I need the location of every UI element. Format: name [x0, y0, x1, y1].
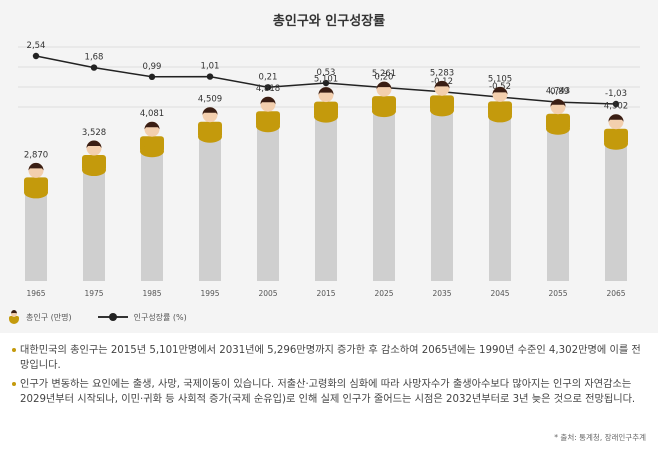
- line-marker-icon: [97, 313, 128, 321]
- population-bar: [141, 142, 163, 281]
- population-hair-marker: [318, 87, 334, 95]
- population-body-marker-base: [198, 130, 222, 143]
- growth-rate-label: -0,89: [547, 87, 569, 97]
- growth-rate-point: [612, 100, 620, 108]
- population-bar: [489, 107, 511, 282]
- x-tick-label: 1985: [142, 289, 161, 298]
- population-label: 3,528: [82, 128, 106, 138]
- growth-rate-label: 0,20: [375, 72, 394, 82]
- population-bar: [25, 183, 47, 281]
- growth-rate-label: -1,03: [605, 89, 627, 99]
- x-tick-label: 2045: [490, 289, 509, 298]
- growth-rate-label: 0,21: [259, 72, 278, 82]
- population-bar: [431, 101, 453, 282]
- legend-growth-rate-label: 인구성장률 (%): [133, 312, 187, 322]
- x-tick-label: 2005: [258, 289, 277, 298]
- population-body-marker-base: [82, 164, 106, 177]
- population-label: 4,509: [198, 95, 222, 105]
- note-population-change-factors: 인구가 변동하는 요인에는 출생, 사망, 국제이동이 있습니다. 저출산·고령…: [12, 377, 648, 407]
- x-tick-label: 1975: [84, 289, 103, 298]
- growth-rate-label: 2,54: [27, 41, 46, 51]
- population-hair-marker: [28, 162, 44, 171]
- population-label: 4,743: [546, 87, 570, 97]
- population-hair-marker: [144, 121, 160, 130]
- population-bar: [199, 127, 221, 281]
- growth-rate-label: 0,99: [143, 62, 162, 72]
- x-tick-label: 1965: [26, 289, 45, 298]
- population-bar: [605, 134, 627, 281]
- population-hair-marker: [608, 114, 624, 122]
- notes: 대한민국의 총인구는 2015년 5,101만명에서 2031년에 5,296만…: [12, 343, 648, 411]
- growth-rate-label: 1,68: [85, 53, 104, 63]
- chart-title: 총인구와 인구성장률: [272, 14, 386, 29]
- population-hair-marker: [260, 96, 276, 105]
- x-tick-label: 2065: [606, 289, 625, 298]
- population-body-marker-base: [256, 120, 280, 133]
- population-hair-marker: [376, 81, 392, 90]
- legend: 총인구 (만명) 인구성장률 (%): [8, 308, 213, 326]
- growth-rate-point: [148, 73, 156, 81]
- x-tick-label: 2035: [432, 289, 451, 298]
- population-hair-marker: [434, 80, 450, 89]
- population-label: 5,105: [488, 74, 512, 84]
- growth-rate-point: [90, 64, 98, 71]
- population-label: 5,101: [314, 75, 338, 85]
- population-hair-marker: [492, 86, 508, 95]
- growth-rate-label: 1,01: [201, 62, 220, 72]
- population-body-marker-base: [546, 122, 570, 135]
- population-bar: [257, 117, 279, 281]
- population-body-marker-base: [488, 110, 512, 123]
- population-body-marker-base: [604, 137, 628, 150]
- population-body-marker-base: [24, 186, 48, 199]
- population-label: 4,302: [604, 102, 628, 112]
- x-tick-label: 2025: [374, 289, 393, 298]
- x-tick-label: 2055: [548, 289, 567, 298]
- population-bar: [315, 107, 337, 281]
- growth-rate-point: [322, 79, 330, 87]
- population-body-marker-base: [314, 110, 338, 123]
- growth-rate-point: [32, 52, 40, 60]
- population-body-marker-base: [372, 105, 396, 118]
- x-tick-label: 1995: [200, 289, 219, 298]
- source-citation: * 출처: 통계청, 장래인구추계: [554, 433, 646, 442]
- population-body-marker-base: [430, 104, 454, 117]
- legend-growth-rate: 인구성장률 (%): [97, 312, 187, 323]
- population-hair-marker: [550, 99, 566, 107]
- population-hair-marker: [202, 107, 218, 115]
- person-icon: [8, 310, 20, 324]
- growth-rate-point: [264, 84, 272, 91]
- population-bar: [547, 119, 569, 281]
- legend-population-label: 총인구 (만명): [26, 312, 72, 322]
- population-label: 4,081: [140, 109, 164, 119]
- population-label: 4,818: [256, 84, 280, 94]
- population-chart: 2,541,680,991,010,210,530,20-0,12-0,52-0…: [18, 41, 640, 298]
- growth-rate-label: 0,53: [317, 68, 336, 78]
- population-body-marker-base: [140, 145, 164, 158]
- legend-population: 총인구 (만명): [8, 310, 72, 324]
- population-label: 2,870: [24, 150, 48, 160]
- population-label: 5,261: [372, 69, 396, 79]
- population-label: 5,283: [430, 68, 454, 78]
- note-population-outlook: 대한민국의 총인구는 2015년 5,101만명에서 2031년에 5,296만…: [12, 343, 648, 373]
- population-bar: [83, 161, 105, 281]
- population-hair-marker: [86, 140, 102, 149]
- x-tick-label: 2015: [316, 289, 335, 298]
- growth-rate-point: [206, 73, 214, 80]
- population-bar: [373, 102, 395, 281]
